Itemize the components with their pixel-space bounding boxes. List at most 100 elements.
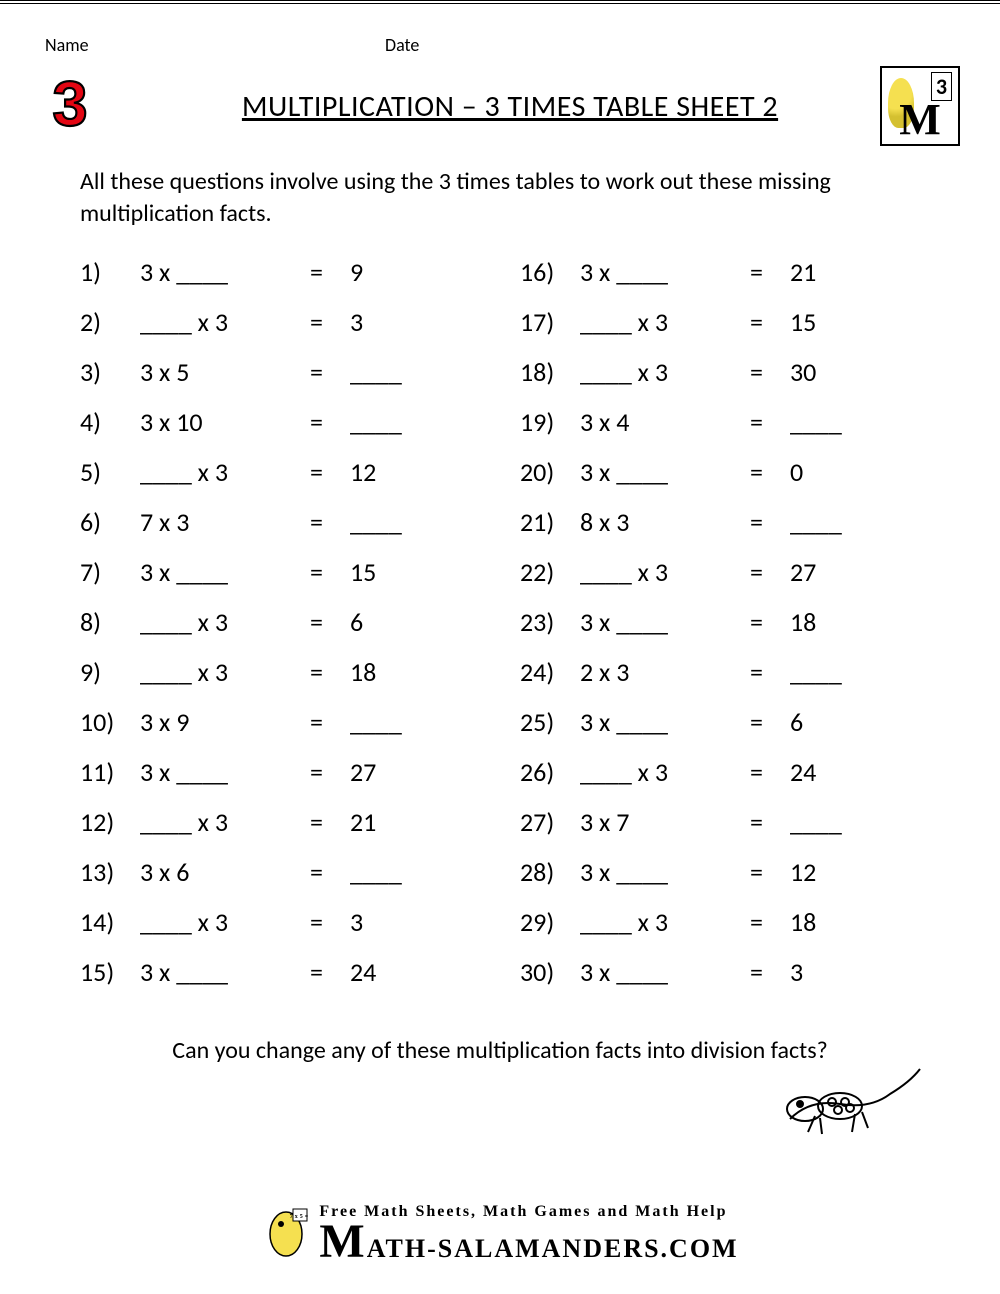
- problem-number: 4): [80, 406, 140, 438]
- problem-number: 3): [80, 356, 140, 388]
- equals-sign: =: [310, 406, 350, 438]
- problem-expression: ____ x 3: [580, 556, 750, 588]
- equals-sign: =: [750, 406, 790, 438]
- problem-number: 10): [80, 706, 140, 738]
- equals-sign: =: [310, 356, 350, 388]
- problem-expression: 3 x 9: [140, 706, 310, 738]
- problems-grid: 1)3 x ____=92)____ x 3=33)3 x 5=____4)3 …: [40, 256, 960, 1006]
- footer-brand: 7x5= Free Math Sheets, Math Games and Ma…: [261, 1193, 738, 1264]
- date-label: Date: [385, 34, 419, 56]
- problem-row: 4)3 x 10=____: [80, 406, 520, 456]
- equals-sign: =: [750, 506, 790, 538]
- problem-row: 29)____ x 3=18: [520, 906, 960, 956]
- equals-sign: =: [750, 756, 790, 788]
- salamander-icon: [770, 1054, 930, 1144]
- problem-row: 12)____ x 3=21: [80, 806, 520, 856]
- problem-expression: 2 x 3: [580, 656, 750, 688]
- problem-number: 11): [80, 756, 140, 788]
- problem-expression: 3 x 10: [140, 406, 310, 438]
- problem-expression: 7 x 3: [140, 506, 310, 538]
- problem-result: 30: [790, 356, 870, 388]
- equals-sign: =: [750, 256, 790, 288]
- problem-row: 23)3 x ____=18: [520, 606, 960, 656]
- problem-result: 27: [790, 556, 870, 588]
- problem-row: 17)____ x 3=15: [520, 306, 960, 356]
- problem-row: 5)____ x 3=12: [80, 456, 520, 506]
- problem-result: ____: [790, 806, 870, 838]
- problem-expression: ____ x 3: [140, 606, 310, 638]
- problem-number: 28): [520, 856, 580, 888]
- equals-sign: =: [310, 556, 350, 588]
- problems-column-right: 16)3 x ____=2117)____ x 3=1518)____ x 3=…: [520, 256, 960, 1006]
- problem-result: ____: [350, 356, 430, 388]
- name-label: Name: [45, 34, 385, 56]
- problem-result: 24: [350, 956, 430, 988]
- equals-sign: =: [310, 856, 350, 888]
- equals-sign: =: [310, 906, 350, 938]
- problem-number: 15): [80, 956, 140, 988]
- problem-row: 21)8 x 3=____: [520, 506, 960, 556]
- problem-result: ____: [790, 406, 870, 438]
- equals-sign: =: [750, 906, 790, 938]
- equals-sign: =: [310, 606, 350, 638]
- problem-number: 21): [520, 506, 580, 538]
- problem-number: 13): [80, 856, 140, 888]
- problem-expression: ____ x 3: [580, 756, 750, 788]
- problem-number: 12): [80, 806, 140, 838]
- problem-result: 21: [350, 806, 430, 838]
- problem-expression: ____ x 3: [140, 906, 310, 938]
- problem-number: 8): [80, 606, 140, 638]
- worksheet-page: Name Date 3 MULTIPLICATION – 3 TIMES TAB…: [0, 0, 1000, 1294]
- problem-expression: 3 x ____: [580, 706, 750, 738]
- problem-number: 17): [520, 306, 580, 338]
- svg-text:3: 3: [52, 71, 87, 139]
- problem-row: 3)3 x 5=____: [80, 356, 520, 406]
- problem-row: 2)____ x 3=3: [80, 306, 520, 356]
- problem-number: 5): [80, 456, 140, 488]
- svg-text:7x5=: 7x5=: [290, 1214, 310, 1220]
- problem-result: 15: [350, 556, 430, 588]
- problem-number: 14): [80, 906, 140, 938]
- problem-row: 16)3 x ____=21: [520, 256, 960, 306]
- problem-result: ____: [790, 506, 870, 538]
- problem-result: 24: [790, 756, 870, 788]
- equals-sign: =: [310, 806, 350, 838]
- problem-result: 3: [350, 906, 430, 938]
- problem-result: 18: [350, 656, 430, 688]
- problem-result: 18: [790, 906, 870, 938]
- problem-expression: ____ x 3: [140, 306, 310, 338]
- problem-row: 6)7 x 3=____: [80, 506, 520, 556]
- problem-row: 10)3 x 9=____: [80, 706, 520, 756]
- problem-row: 24)2 x 3=____: [520, 656, 960, 706]
- equals-sign: =: [310, 956, 350, 988]
- problem-row: 14)____ x 3=3: [80, 906, 520, 956]
- equals-sign: =: [310, 506, 350, 538]
- problem-expression: 3 x 6: [140, 856, 310, 888]
- problem-result: ____: [350, 406, 430, 438]
- problem-number: 25): [520, 706, 580, 738]
- equals-sign: =: [750, 606, 790, 638]
- problem-row: 1)3 x ____=9: [80, 256, 520, 306]
- problem-number: 24): [520, 656, 580, 688]
- problem-result: 3: [790, 956, 870, 988]
- problem-result: 3: [350, 306, 430, 338]
- problem-result: 18: [790, 606, 870, 638]
- problem-row: 9)____ x 3=18: [80, 656, 520, 706]
- problem-expression: 3 x ____: [580, 456, 750, 488]
- problem-row: 18)____ x 3=30: [520, 356, 960, 406]
- problem-number: 2): [80, 306, 140, 338]
- problem-row: 26)____ x 3=24: [520, 756, 960, 806]
- footer-brand-text: ATH-SALAMANDERS.COM: [367, 1234, 739, 1263]
- worksheet-title: MULTIPLICATION – 3 TIMES TABLE SHEET 2: [140, 88, 880, 125]
- equals-sign: =: [310, 306, 350, 338]
- problem-result: 12: [350, 456, 430, 488]
- equals-sign: =: [750, 356, 790, 388]
- problem-expression: ____ x 3: [140, 806, 310, 838]
- problem-result: 27: [350, 756, 430, 788]
- problem-result: 6: [350, 606, 430, 638]
- problem-number: 7): [80, 556, 140, 588]
- problem-expression: ____ x 3: [140, 456, 310, 488]
- equals-sign: =: [310, 756, 350, 788]
- equals-sign: =: [310, 456, 350, 488]
- problem-number: 16): [520, 256, 580, 288]
